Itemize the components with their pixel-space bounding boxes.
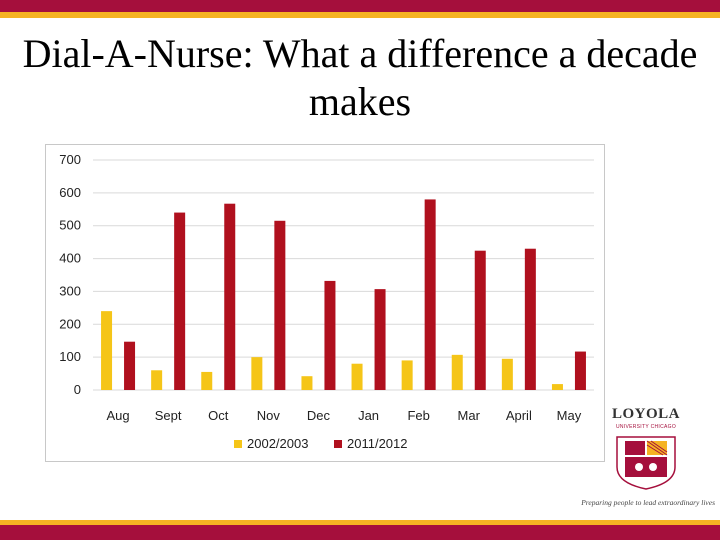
loyola-shield-logo bbox=[616, 436, 676, 490]
tagline: Preparing people to lead extraordinary l… bbox=[581, 498, 715, 507]
y-tick-label: 400 bbox=[59, 251, 81, 266]
bar-2011-2012 bbox=[324, 280, 336, 390]
bar-2002-2003 bbox=[301, 376, 313, 390]
y-tick-label: 500 bbox=[59, 218, 81, 233]
bar-2011-2012 bbox=[274, 220, 286, 390]
bar-2002-2003 bbox=[351, 363, 363, 390]
x-tick-label: Nov bbox=[257, 408, 281, 423]
bar-2011-2012 bbox=[174, 212, 186, 390]
x-tick-label: Aug bbox=[106, 408, 129, 423]
bottom-gold-band bbox=[0, 520, 720, 525]
y-tick-label: 100 bbox=[59, 349, 81, 364]
y-tick-label: 0 bbox=[74, 382, 81, 397]
logo-name: LOYOLA bbox=[611, 406, 680, 422]
bar-2002-2003 bbox=[551, 384, 563, 390]
x-tick-label: May bbox=[557, 408, 582, 423]
x-tick-label: Sept bbox=[155, 408, 182, 423]
bottom-maroon-band bbox=[0, 525, 720, 540]
logo-subtitle: UNIVERSITY CHICAGO bbox=[615, 424, 677, 430]
bar-2011-2012 bbox=[124, 341, 136, 390]
slide-title: Dial-A-Nurse: What a difference a decade… bbox=[22, 31, 698, 124]
bar-2002-2003 bbox=[501, 358, 513, 390]
x-tick-label: Mar bbox=[458, 408, 481, 423]
x-tick-label: Jan bbox=[358, 408, 379, 423]
bar-2002-2003 bbox=[451, 354, 463, 390]
y-tick-label: 600 bbox=[59, 185, 81, 200]
y-tick-label: 700 bbox=[59, 152, 81, 167]
legend-label: 2011/2012 bbox=[347, 436, 408, 451]
bar-2002-2003 bbox=[201, 371, 213, 390]
legend-swatch bbox=[334, 440, 342, 448]
bar-2011-2012 bbox=[374, 289, 386, 390]
x-tick-label: April bbox=[506, 408, 532, 423]
bar-2011-2012 bbox=[574, 351, 586, 390]
y-tick-label: 200 bbox=[59, 316, 81, 331]
bar-2011-2012 bbox=[424, 199, 436, 390]
bar-2002-2003 bbox=[101, 311, 113, 390]
x-tick-label: Oct bbox=[208, 408, 229, 423]
bar-2002-2003 bbox=[401, 360, 413, 390]
y-tick-label: 300 bbox=[59, 283, 81, 298]
bar-2011-2012 bbox=[474, 250, 486, 390]
bar-2011-2012 bbox=[524, 248, 536, 390]
top-maroon-band bbox=[0, 0, 720, 12]
legend-label: 2002/2003 bbox=[247, 436, 308, 451]
top-gold-band bbox=[0, 12, 720, 18]
x-tick-label: Dec bbox=[307, 408, 331, 423]
bar-2011-2012 bbox=[224, 203, 236, 390]
bar-2002-2003 bbox=[251, 357, 263, 390]
legend-swatch bbox=[234, 440, 242, 448]
x-tick-label: Feb bbox=[407, 408, 429, 423]
bar-2002-2003 bbox=[151, 370, 163, 390]
